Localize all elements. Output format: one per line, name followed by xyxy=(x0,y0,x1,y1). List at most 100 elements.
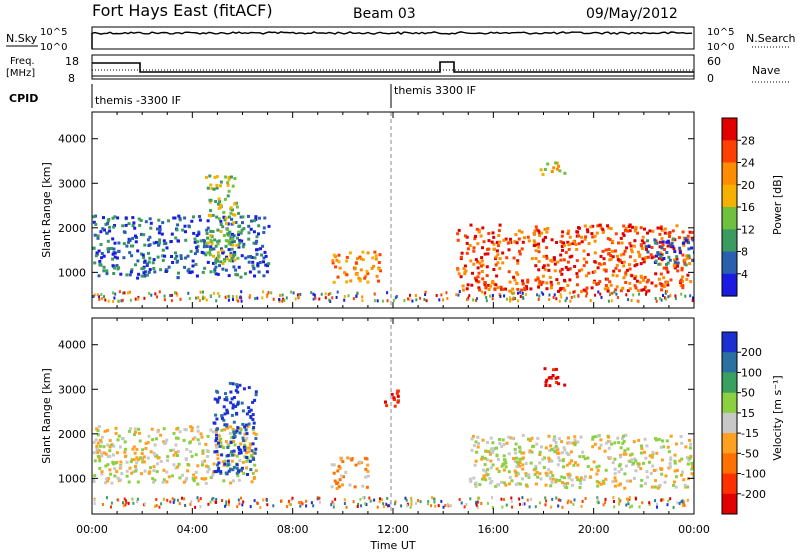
data-cell xyxy=(219,438,222,441)
data-cell xyxy=(122,299,124,302)
data-cell xyxy=(501,261,504,264)
data-cell xyxy=(612,270,615,273)
data-cell xyxy=(607,436,610,439)
data-cell xyxy=(98,467,101,470)
data-cell xyxy=(112,300,114,303)
data-cell xyxy=(623,453,626,456)
data-cell xyxy=(599,438,602,441)
data-cell xyxy=(640,244,643,247)
data-cell xyxy=(521,247,524,250)
data-cell xyxy=(571,479,574,482)
colorbar-swatch xyxy=(722,274,737,297)
data-cell xyxy=(337,291,339,294)
data-cell xyxy=(660,288,663,291)
data-cell xyxy=(93,451,96,454)
data-cell xyxy=(597,282,600,285)
data-cell xyxy=(682,504,684,507)
data-cell xyxy=(175,451,178,454)
data-cell xyxy=(410,506,412,509)
data-cell xyxy=(518,446,521,449)
data-cell xyxy=(486,274,489,277)
data-cell xyxy=(357,505,359,508)
data-cell xyxy=(601,296,603,299)
data-cell xyxy=(325,296,327,299)
data-cell xyxy=(386,497,388,500)
data-cell xyxy=(594,251,597,254)
data-cell xyxy=(132,221,135,224)
data-cell xyxy=(642,236,645,239)
data-cell xyxy=(377,506,379,509)
data-cell xyxy=(137,428,140,431)
data-cell xyxy=(95,438,98,441)
data-cell xyxy=(544,168,547,171)
data-cell xyxy=(497,483,500,486)
data-cell xyxy=(614,480,617,483)
data-cell xyxy=(594,240,597,243)
data-cell xyxy=(142,256,145,259)
data-cell xyxy=(161,221,164,224)
data-cell xyxy=(497,458,500,461)
data-cell xyxy=(336,469,339,472)
data-cell xyxy=(141,452,144,455)
data-cell xyxy=(236,426,239,429)
data-cell xyxy=(654,486,657,489)
data-cell xyxy=(499,257,502,260)
data-cell xyxy=(581,505,583,508)
data-cell xyxy=(374,293,376,296)
data-cell xyxy=(622,276,625,279)
data-cell xyxy=(254,297,256,300)
data-cell xyxy=(518,238,521,241)
data-cell xyxy=(213,450,216,453)
data-cell xyxy=(495,256,498,259)
data-cell xyxy=(481,277,484,280)
data-cell xyxy=(513,257,516,260)
data-cell xyxy=(565,299,567,302)
data-cell xyxy=(609,254,612,257)
data-cell xyxy=(105,269,108,272)
data-cell xyxy=(516,465,519,468)
data-cell xyxy=(573,435,576,438)
data-cell xyxy=(484,281,487,284)
data-cell xyxy=(498,267,501,270)
data-cell xyxy=(563,384,566,387)
data-cell xyxy=(224,392,227,395)
data-cell xyxy=(580,476,583,479)
data-cell xyxy=(250,220,253,223)
data-cell xyxy=(235,383,238,386)
data-cell xyxy=(521,463,524,466)
data-cell xyxy=(221,268,224,271)
data-cell xyxy=(218,207,221,210)
data-cell xyxy=(102,216,105,219)
data-cell xyxy=(674,460,677,463)
data-cell xyxy=(383,505,385,508)
data-cell xyxy=(533,232,536,235)
data-cell xyxy=(254,215,257,218)
beam-label: Beam 03 xyxy=(353,6,416,22)
data-cell xyxy=(156,228,159,231)
data-cell xyxy=(254,452,257,455)
data-cell xyxy=(629,496,631,499)
data-cell xyxy=(526,279,529,282)
data-cell xyxy=(547,457,550,460)
data-cell xyxy=(557,452,560,455)
data-cell xyxy=(514,470,517,473)
data-cell xyxy=(660,473,663,476)
data-cell xyxy=(373,499,375,502)
data-cell xyxy=(113,267,116,270)
data-cell xyxy=(220,429,223,432)
data-cell xyxy=(125,224,128,227)
data-cell xyxy=(238,502,240,505)
data-cell xyxy=(621,242,624,245)
data-cell xyxy=(220,414,223,417)
data-cell xyxy=(397,395,400,398)
data-cell xyxy=(496,467,499,470)
data-cell xyxy=(634,230,637,233)
data-cell xyxy=(283,299,285,302)
data-cell xyxy=(553,256,556,259)
data-cell xyxy=(129,291,131,294)
data-cell xyxy=(101,227,104,230)
data-cell xyxy=(252,413,255,416)
data-cell xyxy=(677,501,679,504)
data-cell xyxy=(551,498,553,501)
data-cell xyxy=(521,231,524,234)
